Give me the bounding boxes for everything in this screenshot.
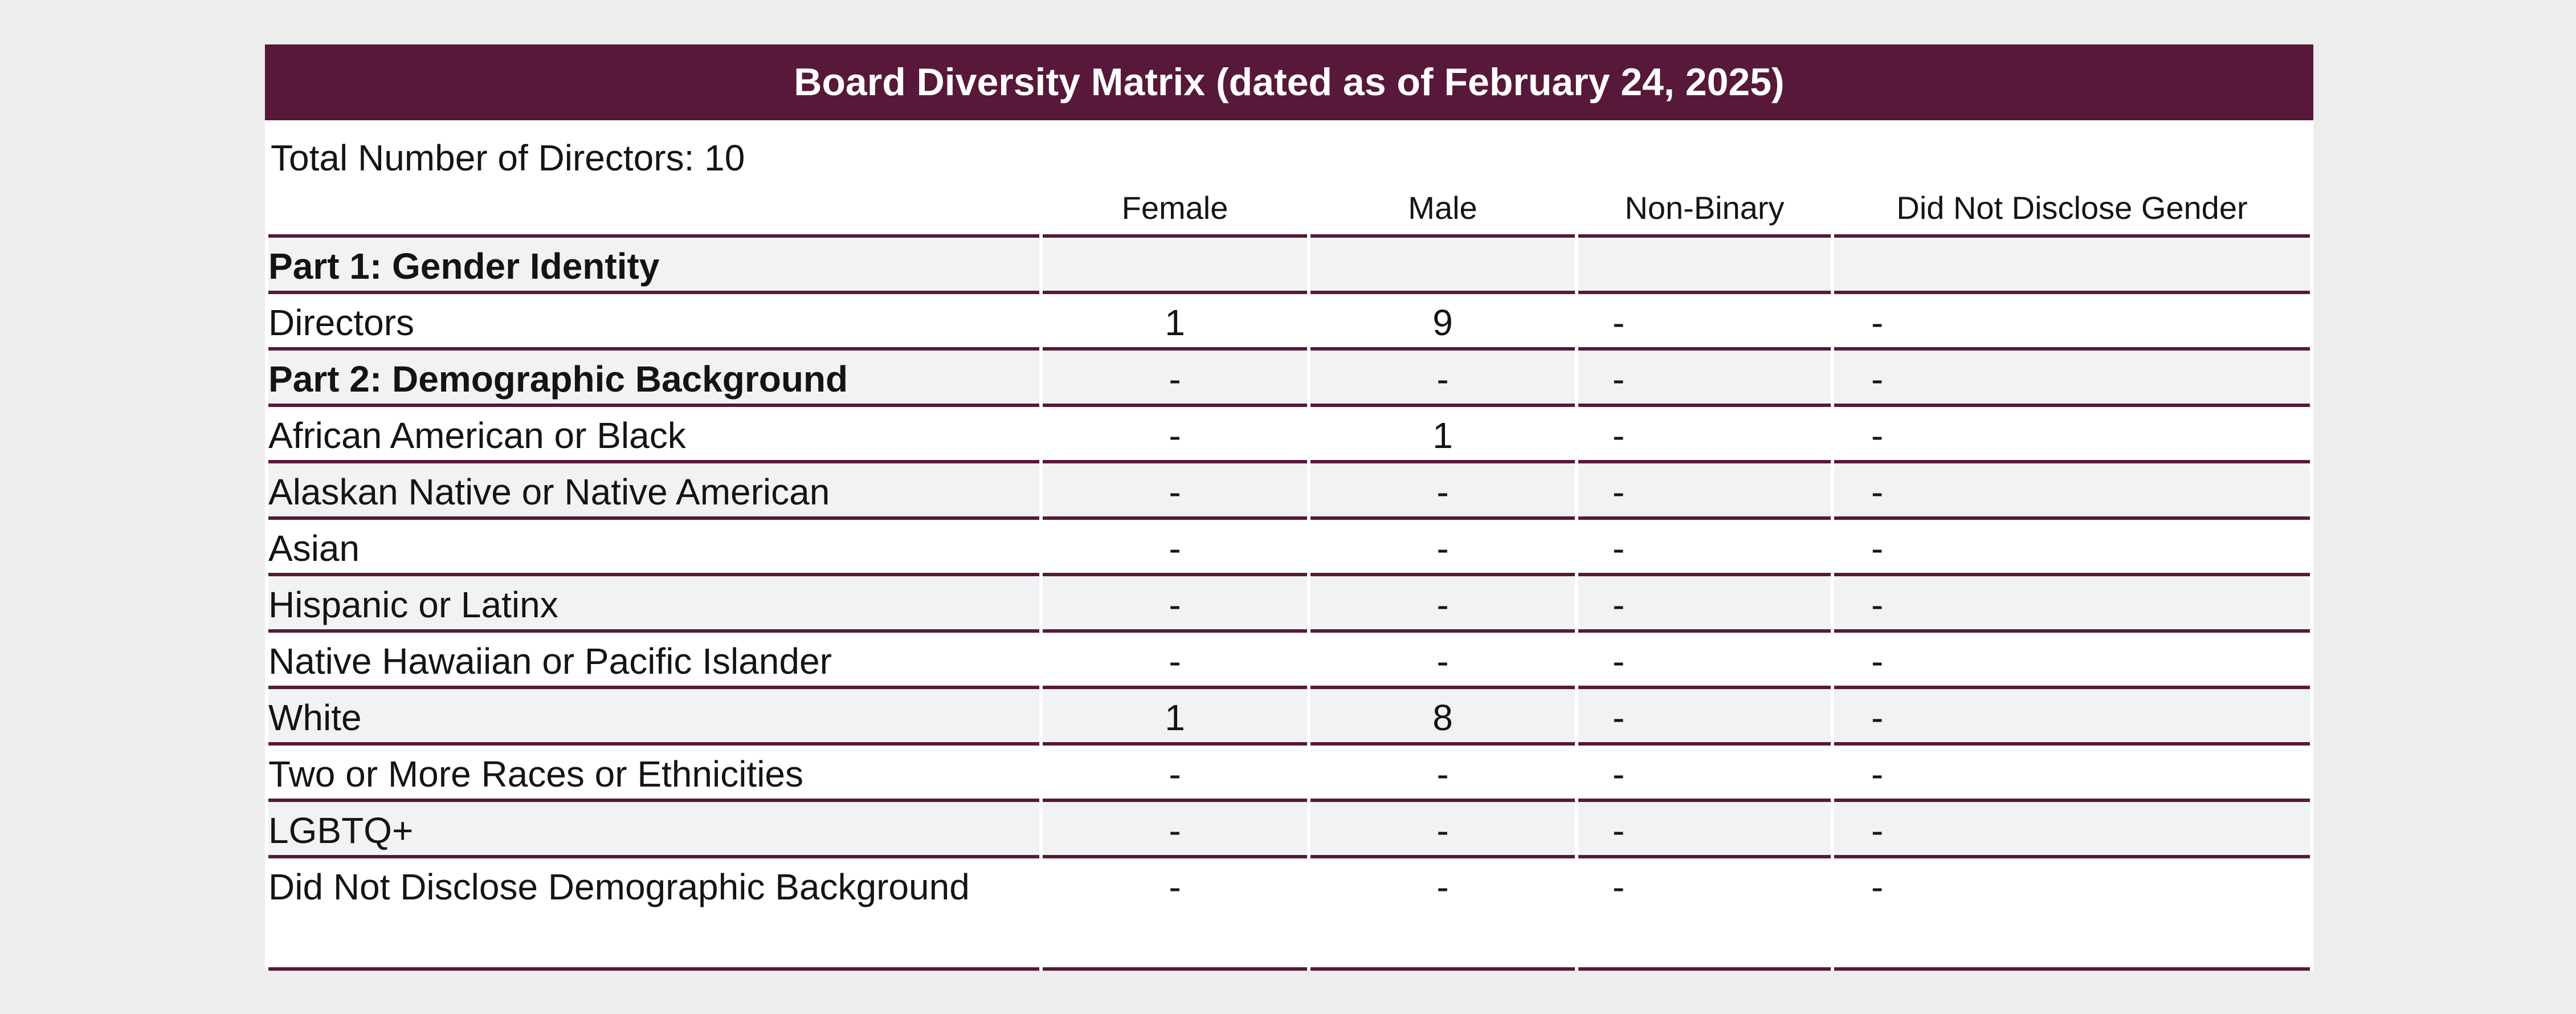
cell-value: 8 <box>1311 689 1575 746</box>
cell-value: - <box>1578 294 1831 351</box>
row-label: Hispanic or Latinx <box>268 576 1039 633</box>
row-label: Native Hawaiian or Pacific Islander <box>268 633 1039 689</box>
cell-value: - <box>1834 802 2310 858</box>
table-row: Directors 1 9- - <box>268 294 2310 351</box>
diversity-table: Female Male Non-Binary Did Not Disclose Gen… <box>265 181 2313 971</box>
cell-value: - <box>1834 520 2310 576</box>
cell-value: - <box>1578 463 1831 520</box>
cell-value: - <box>1311 520 1575 576</box>
cell-value: - <box>1834 351 2310 407</box>
cell-value: - <box>1834 407 2310 463</box>
row-label: Alaskan Native or Native American <box>268 463 1039 520</box>
cell-value: 1 <box>1043 689 1307 746</box>
row-label: Asian <box>268 520 1039 576</box>
cell-value: - <box>1578 576 1831 633</box>
cell-value: - <box>1311 746 1575 802</box>
row-label: Part 1: Gender Identity <box>268 238 1039 294</box>
cell-value: - <box>1578 407 1831 463</box>
cell-value: - <box>1043 407 1307 463</box>
total-directors-text: Total Number of Directors: 10 <box>271 137 745 178</box>
cell-value: - <box>1578 689 1831 746</box>
column-header: Non-Binary <box>1578 181 1831 238</box>
table-row: Alaskan Native or Native American - - - - <box>268 463 2310 520</box>
row-label: White <box>268 689 1039 746</box>
cell-value <box>1578 238 1831 294</box>
matrix-title-bar: Board Diversity Matrix (dated as of Febr… <box>265 44 2313 120</box>
cell-value: - <box>1834 463 2310 520</box>
matrix-title: Board Diversity Matrix (dated as of Febr… <box>794 60 1785 104</box>
table-row: Part 1: Gender Identity <box>268 238 2310 294</box>
cell-value: 1 <box>1043 294 1307 351</box>
cell-value: - <box>1578 858 1831 971</box>
cell-value: - <box>1578 351 1831 407</box>
board-diversity-matrix: Board Diversity Matrix (dated as of Febr… <box>265 44 2313 971</box>
row-label: Part 2: Demographic Background <box>268 351 1039 407</box>
cell-value: - <box>1311 463 1575 520</box>
cell-value <box>1834 238 2310 294</box>
row-label: Two or More Races or Ethnicities <box>268 746 1039 802</box>
table-body: Part 1: Gender Identity Directors 1 9- - Part… <box>268 238 2310 971</box>
cell-value: - <box>1311 858 1575 971</box>
cell-value: - <box>1043 858 1307 971</box>
table-row: Hispanic or Latinx - - - - <box>268 576 2310 633</box>
table-row: LGBTQ+ - - - - <box>268 802 2310 858</box>
cell-value: 1 <box>1311 407 1575 463</box>
cell-value: - <box>1311 576 1575 633</box>
cell-value: - <box>1043 576 1307 633</box>
cell-value: - <box>1043 746 1307 802</box>
cell-value: - <box>1311 633 1575 689</box>
cell-value: 9 <box>1311 294 1575 351</box>
row-label: Did Not Disclose Demographic Background <box>268 858 1039 971</box>
row-label: African American or Black <box>268 407 1039 463</box>
row-label-header-empty <box>268 181 1039 238</box>
cell-value: - <box>1834 633 2310 689</box>
cell-value: - <box>1578 633 1831 689</box>
cell-value: - <box>1578 520 1831 576</box>
cell-value: - <box>1834 746 2310 802</box>
cell-value: - <box>1834 858 2310 971</box>
cell-value: - <box>1834 294 2310 351</box>
table-row: Did Not Disclose Demographic Background -… <box>268 858 2310 971</box>
table-row: Native Hawaiian or Pacific Islander - - - - <box>268 633 2310 689</box>
row-label: Directors <box>268 294 1039 351</box>
cell-value <box>1311 238 1575 294</box>
cell-value: - <box>1043 520 1307 576</box>
table-row: African American or Black -1- - <box>268 407 2310 463</box>
cell-value: - <box>1043 802 1307 858</box>
column-header-row: Female Male Non-Binary Did Not Disclose Gen… <box>268 181 2310 238</box>
table-row: Part 2: Demographic Background - - - - <box>268 351 2310 407</box>
cell-value: - <box>1043 463 1307 520</box>
column-header: Female <box>1043 181 1307 238</box>
table-row: Asian - - - - <box>268 520 2310 576</box>
table-row: White 1 8- - <box>268 689 2310 746</box>
column-header: Male <box>1311 181 1575 238</box>
cell-value: - <box>1578 802 1831 858</box>
column-header: Did Not Disclose Gender <box>1834 181 2310 238</box>
matrix-panel: Total Number of Directors: 10 Female Male… <box>265 120 2313 971</box>
cell-value: - <box>1578 746 1831 802</box>
row-label: LGBTQ+ <box>268 802 1039 858</box>
cell-value: - <box>1311 351 1575 407</box>
cell-value: - <box>1834 576 2310 633</box>
cell-value: - <box>1043 633 1307 689</box>
cell-value: - <box>1834 689 2310 746</box>
table-row: Two or More Races or Ethnicities - - - - <box>268 746 2310 802</box>
cell-value: - <box>1311 802 1575 858</box>
cell-value <box>1043 238 1307 294</box>
cell-value: - <box>1043 351 1307 407</box>
